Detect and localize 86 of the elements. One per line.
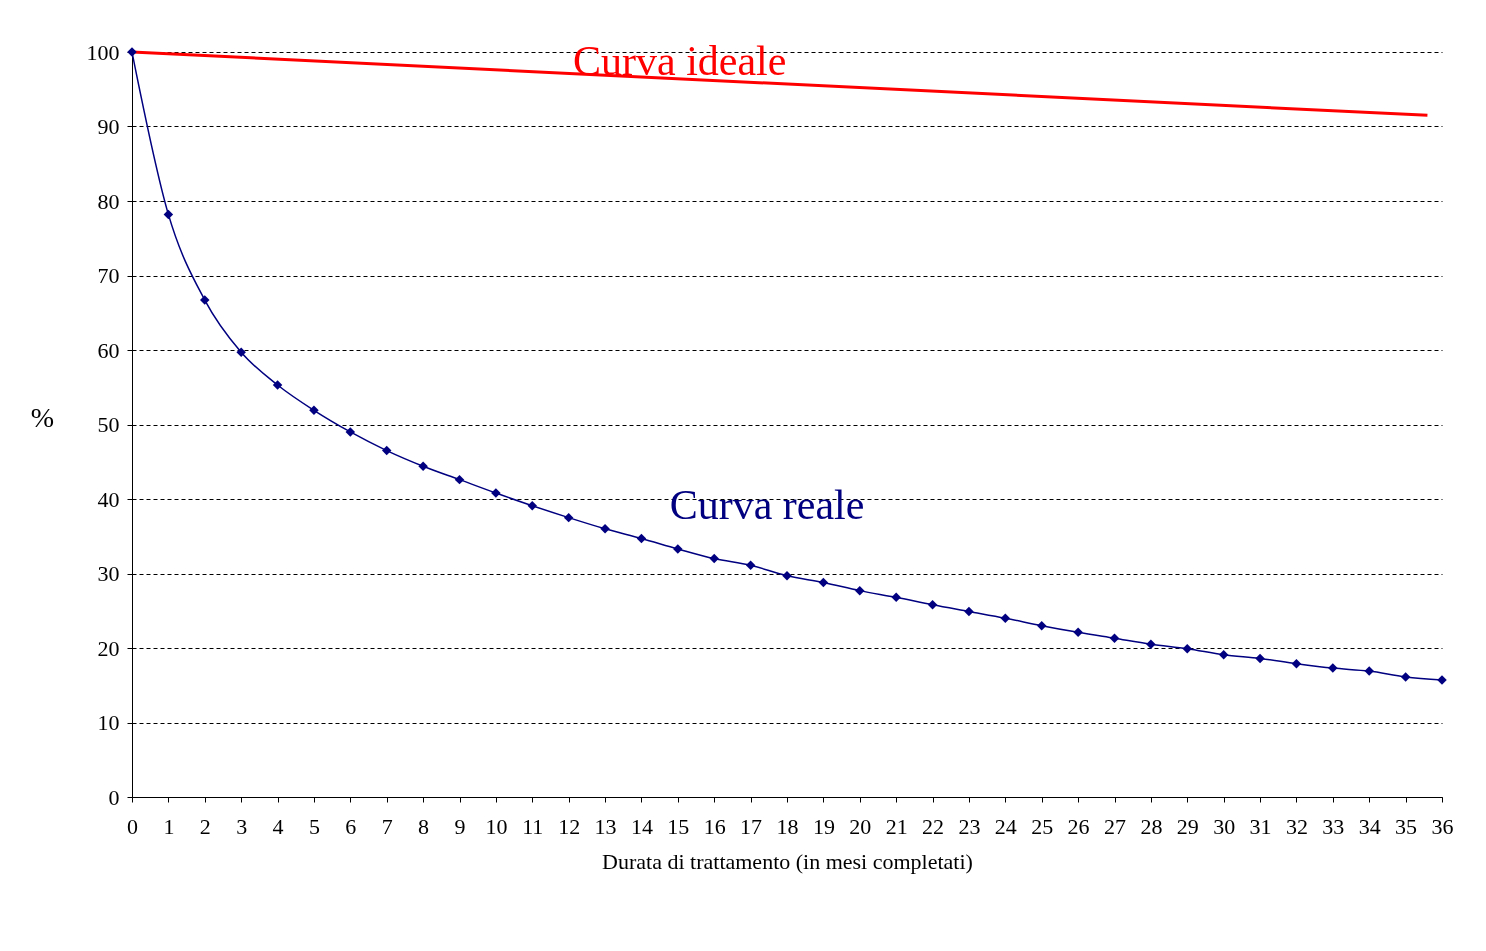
y-tick-label: 50 [97, 412, 120, 437]
point [927, 600, 938, 610]
point [563, 512, 574, 523]
point [1364, 666, 1374, 676]
point [309, 405, 319, 416]
x-tick-label: 25 [1031, 813, 1054, 839]
x-tick-label: 10 [485, 813, 508, 839]
y-axis-title: % [30, 401, 55, 433]
series-label: Curva ideale [573, 37, 787, 84]
x-tick-label: 23 [958, 813, 981, 839]
point [855, 585, 865, 596]
point [527, 500, 538, 511]
x-tick-label: 15 [667, 813, 690, 839]
y-tick-label: 20 [97, 635, 120, 661]
x-tick-label: 21 [885, 813, 908, 839]
x-tick-label: 1 [163, 813, 175, 839]
point [600, 524, 610, 534]
x-tick-label: 5 [308, 813, 320, 839]
point [709, 553, 719, 564]
y-tick-label: 60 [97, 337, 120, 363]
point [1218, 649, 1229, 660]
x-axis-title: Durata di trattamento (in mesi completati) [602, 848, 973, 874]
x-tick-label: 27 [1104, 813, 1126, 839]
point [782, 570, 792, 581]
x-tick-label: 0 [127, 813, 138, 839]
x-tick-label: 35 [1395, 813, 1418, 839]
point [1400, 672, 1411, 682]
x-tick-label: 3 [236, 813, 248, 839]
point [636, 533, 647, 544]
x-tick-label: 12 [558, 813, 581, 839]
point [1328, 663, 1338, 673]
x-tick-label: 28 [1140, 813, 1163, 839]
point [964, 606, 974, 617]
x-tick-label: 19 [812, 813, 835, 839]
y-tick-label: 70 [97, 263, 120, 288]
point [418, 461, 428, 471]
x-tick-label: 34 [1358, 813, 1381, 839]
point [1073, 627, 1083, 638]
x-tick-label: 8 [418, 813, 430, 839]
x-tick-label: 30 [1213, 813, 1236, 839]
point [272, 380, 283, 390]
point [745, 560, 756, 571]
x-tick-label: 11 [522, 813, 544, 839]
x-tick-label: 17 [740, 813, 763, 839]
y-tick-label: 90 [97, 114, 120, 139]
x-tick-label: 33 [1322, 813, 1345, 839]
x-tick-label: 18 [776, 813, 799, 839]
point [891, 592, 901, 603]
x-tick-label: 14 [630, 813, 653, 839]
point [200, 295, 210, 305]
point [1146, 639, 1156, 650]
point [454, 474, 465, 485]
x-tick-label: 2 [199, 813, 211, 839]
series-label: Curva reale [669, 481, 865, 528]
point [673, 544, 683, 554]
x-tick-label: 26 [1067, 813, 1090, 839]
x-tick-label: 22 [922, 813, 945, 839]
point [818, 577, 829, 588]
y-tick-label: 80 [97, 188, 120, 214]
point [1255, 653, 1265, 664]
point [1291, 658, 1302, 669]
x-tick-label: 7 [381, 813, 393, 839]
point [1000, 613, 1011, 623]
x-tick-label: 6 [345, 813, 357, 839]
y-tick-label: 30 [97, 561, 120, 586]
x-tick-label: 32 [1285, 813, 1308, 839]
point [1182, 644, 1193, 654]
x-tick-label: 29 [1176, 813, 1199, 839]
x-tick-label: 31 [1249, 813, 1272, 839]
point [345, 427, 356, 437]
y-tick-label: 100 [86, 39, 120, 65]
point [381, 445, 392, 456]
y-tick-label: 10 [97, 710, 120, 735]
point [236, 347, 246, 357]
x-tick-label: 13 [594, 813, 617, 839]
x-tick-label: 9 [454, 813, 466, 839]
x-tick-label: 36 [1431, 813, 1454, 839]
point [1036, 620, 1047, 631]
x-tick-label: 20 [849, 813, 872, 839]
x-tick-label: 24 [994, 813, 1017, 839]
x-tick-label: 4 [272, 813, 284, 839]
x-tick-label: 16 [703, 813, 726, 839]
y-tick-label: 0 [108, 784, 120, 810]
point [1109, 633, 1120, 644]
y-tick-label: 40 [97, 486, 120, 512]
point [163, 209, 174, 220]
